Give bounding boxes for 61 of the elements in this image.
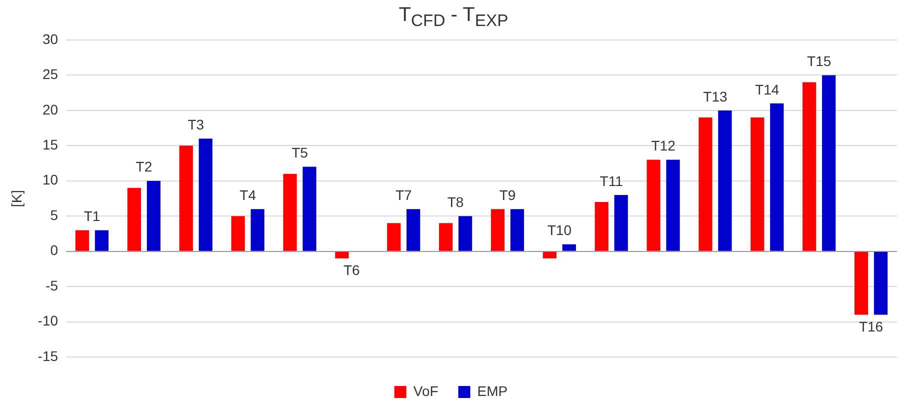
bar <box>822 75 836 251</box>
bar <box>250 209 264 251</box>
y-tick-label: 5 <box>50 206 58 223</box>
x-tick-label: T12 <box>651 138 676 154</box>
x-tick-label: T4 <box>240 186 256 203</box>
x-tick-label: T3 <box>188 116 204 132</box>
bar <box>802 82 816 251</box>
y-tick-label: -5 <box>46 277 58 294</box>
bar <box>646 160 660 251</box>
y-tick-label: 15 <box>42 136 58 153</box>
y-tick-label: 20 <box>42 101 58 118</box>
bar <box>406 209 420 251</box>
bar <box>750 117 764 251</box>
y-tick-label: 0 <box>50 242 58 258</box>
bar <box>854 252 868 315</box>
y-tick-label: 30 <box>42 30 58 47</box>
bar <box>127 188 142 251</box>
x-tick-label: T2 <box>136 158 152 175</box>
bar <box>438 223 453 251</box>
bar <box>146 180 160 251</box>
chart-title: T$_{CFD}$ - T$_{EXP}$ <box>398 4 510 31</box>
bar <box>718 110 732 251</box>
bar <box>490 209 505 251</box>
bar <box>387 223 401 251</box>
x-tick-label: T14 <box>755 81 780 98</box>
bar <box>562 244 576 251</box>
bar <box>335 252 349 258</box>
bar <box>542 252 556 258</box>
legend-label: VoF <box>413 382 438 399</box>
legend-label: EMP <box>477 382 508 399</box>
bar <box>198 138 212 251</box>
x-tick-label: T8 <box>447 194 464 210</box>
bar <box>874 252 888 315</box>
bar <box>75 230 90 251</box>
bar <box>594 202 608 251</box>
bar <box>666 160 680 251</box>
bar <box>614 194 628 251</box>
bar <box>510 209 524 251</box>
y-axis-title: [K] <box>8 190 24 208</box>
x-tick-label: T6 <box>344 262 360 278</box>
x-tick-label: T9 <box>499 186 516 203</box>
bar <box>302 166 316 251</box>
x-tick-label: T7 <box>395 186 412 203</box>
bar <box>94 230 109 251</box>
x-tick-label: T13 <box>703 88 728 104</box>
bar <box>698 117 712 251</box>
bar <box>283 174 297 251</box>
bar <box>770 103 784 251</box>
y-tick-label: -10 <box>38 312 58 329</box>
y-tick-label: 25 <box>42 66 58 82</box>
y-tick-label: 10 <box>42 172 58 188</box>
x-tick-label: T15 <box>807 53 832 70</box>
x-tick-label: T1 <box>84 208 100 224</box>
x-tick-label: T10 <box>547 222 572 238</box>
bar <box>179 146 193 251</box>
bar <box>458 216 472 251</box>
y-tick-label: -15 <box>38 348 58 364</box>
x-tick-label: T16 <box>858 318 884 335</box>
bar <box>231 216 245 251</box>
x-tick-label: T11 <box>600 172 624 189</box>
x-tick-label: T5 <box>292 144 308 161</box>
